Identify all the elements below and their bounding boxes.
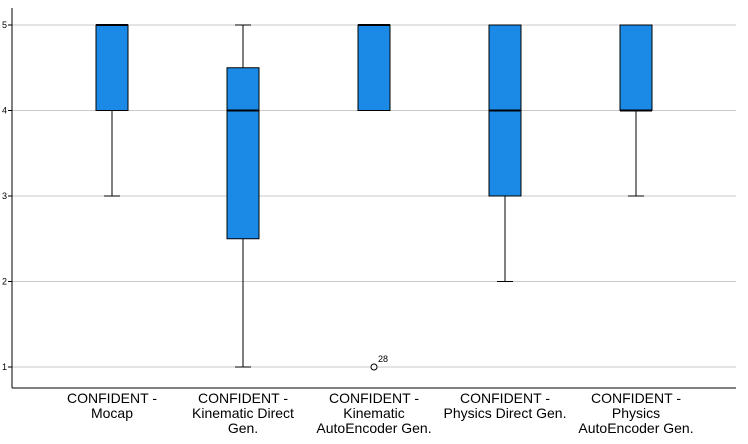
outlier-point (370, 363, 378, 371)
x-category-label-line: Kinematic Direct (192, 405, 294, 421)
box-group-2 (226, 24, 260, 368)
iqr-box (357, 24, 391, 111)
box-group-4 (488, 24, 522, 282)
x-category-label-3: CONFIDENT - Kinematic AutoEncoder Gen. (304, 391, 444, 436)
x-category-label-1: CONFIDENT - Mocap (42, 391, 182, 421)
x-category-label-line: Gen. (227, 420, 259, 436)
iqr-box (95, 24, 129, 111)
y-tick-label-2: 2 (2, 277, 7, 287)
x-category-label-2: CONFIDENT - Kinematic Direct Gen. (173, 391, 313, 436)
y-tick-label-1: 1 (2, 362, 7, 372)
x-category-label-line: Physics (611, 405, 661, 421)
x-category-label-4: CONFIDENT - Physics Direct Gen. (435, 391, 575, 421)
outlier-label: 28 (378, 354, 388, 364)
x-category-label-line: Kinematic (343, 405, 405, 421)
box-group-3: 28 (357, 24, 391, 371)
y-tick-label-4: 4 (2, 106, 7, 116)
x-category-label-line: AutoEncoder Gen. (316, 420, 432, 436)
y-tick-label-3: 3 (2, 191, 7, 201)
y-tick-label-5: 5 (2, 20, 7, 30)
x-category-label-line: CONFIDENT - (329, 390, 419, 406)
x-category-label-line: AutoEncoder Gen. (578, 420, 694, 436)
iqr-box (226, 67, 260, 240)
box-group-1 (95, 24, 129, 197)
x-category-label-line: Physics Direct Gen. (443, 405, 567, 421)
x-category-label-line: CONFIDENT - (591, 390, 681, 406)
x-category-label-line: CONFIDENT - (198, 390, 288, 406)
box-group-5 (619, 24, 653, 197)
x-category-label-5: CONFIDENT - Physics AutoEncoder Gen. (566, 391, 706, 436)
x-category-label-line: CONFIDENT - (67, 390, 157, 406)
iqr-box (619, 24, 653, 111)
x-category-label-line: CONFIDENT - (460, 390, 550, 406)
x-category-label-line: Mocap (90, 405, 134, 421)
